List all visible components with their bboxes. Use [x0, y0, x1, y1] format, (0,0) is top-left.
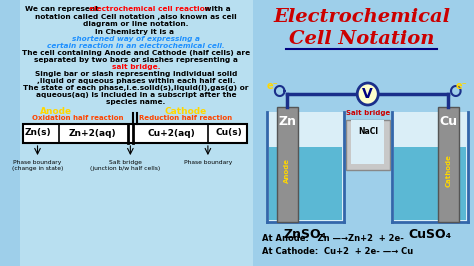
- Text: NaCl: NaCl: [358, 127, 378, 136]
- FancyBboxPatch shape: [346, 120, 390, 170]
- Text: Anode: Anode: [40, 107, 72, 116]
- Text: electrochemical cell reaction: electrochemical cell reaction: [89, 6, 210, 12]
- Text: Cathode: Cathode: [445, 154, 451, 187]
- FancyBboxPatch shape: [277, 107, 298, 222]
- Text: In Chemistry it is a: In Chemistry it is a: [95, 29, 177, 35]
- Text: We can represent: We can represent: [25, 6, 101, 12]
- Text: Phase boundary
(change in state): Phase boundary (change in state): [12, 160, 63, 171]
- Text: Single bar or slash representing individual solid
,liquid or aqueous phases with: Single bar or slash representing individ…: [23, 71, 249, 105]
- Text: Zn+2(aq): Zn+2(aq): [68, 128, 116, 138]
- Text: Zn(s): Zn(s): [24, 128, 51, 138]
- Text: Cell Notation: Cell Notation: [289, 30, 435, 48]
- Text: Reduction half reaction: Reduction half reaction: [139, 115, 232, 121]
- Text: notation called Cell notation ,also known as cell
diagram or line notation.: notation called Cell notation ,also know…: [35, 14, 237, 27]
- Text: with a: with a: [202, 6, 231, 12]
- Polygon shape: [269, 147, 342, 220]
- FancyBboxPatch shape: [23, 124, 247, 143]
- Text: At Cathode:  Cu+2  + 2e- —→ Cu: At Cathode: Cu+2 + 2e- —→ Cu: [262, 247, 413, 256]
- Text: Phase boundary: Phase boundary: [184, 160, 232, 165]
- Polygon shape: [267, 112, 344, 222]
- Text: Zn: Zn: [278, 115, 296, 128]
- Text: e⁻: e⁻: [456, 81, 467, 91]
- Text: Cu+2(aq): Cu+2(aq): [147, 128, 195, 138]
- Text: e⁻: e⁻: [267, 81, 279, 91]
- Text: Salt bridge
(junction b/w half cells): Salt bridge (junction b/w half cells): [91, 160, 161, 171]
- Text: Cathode: Cathode: [165, 107, 207, 116]
- Text: At Anode:   Zn —→Zn+2  + 2e-: At Anode: Zn —→Zn+2 + 2e-: [262, 234, 403, 243]
- Circle shape: [357, 83, 378, 105]
- Polygon shape: [393, 147, 466, 220]
- FancyBboxPatch shape: [438, 107, 459, 222]
- Text: shortened way of expressing a
certain reaction in an electrochemical cell.: shortened way of expressing a certain re…: [47, 36, 225, 49]
- Text: Oxidation half reaction: Oxidation half reaction: [32, 115, 123, 121]
- Text: Cu: Cu: [439, 115, 457, 128]
- FancyBboxPatch shape: [352, 120, 384, 164]
- Text: Cu(s): Cu(s): [216, 128, 242, 138]
- Polygon shape: [392, 112, 468, 222]
- Text: Anode: Anode: [284, 158, 291, 183]
- FancyBboxPatch shape: [20, 0, 253, 266]
- Text: Salt bridge: Salt bridge: [346, 110, 390, 116]
- Text: CuSO₄: CuSO₄: [409, 228, 452, 241]
- Text: salt bridge.: salt bridge.: [112, 64, 160, 70]
- Text: ZnSO₄: ZnSO₄: [284, 228, 327, 241]
- Text: Electrochemical: Electrochemical: [273, 8, 450, 26]
- Text: V: V: [363, 87, 373, 101]
- Text: The cell containing Anode and Cathode (half cells) are
separated by two bars or : The cell containing Anode and Cathode (h…: [22, 50, 250, 63]
